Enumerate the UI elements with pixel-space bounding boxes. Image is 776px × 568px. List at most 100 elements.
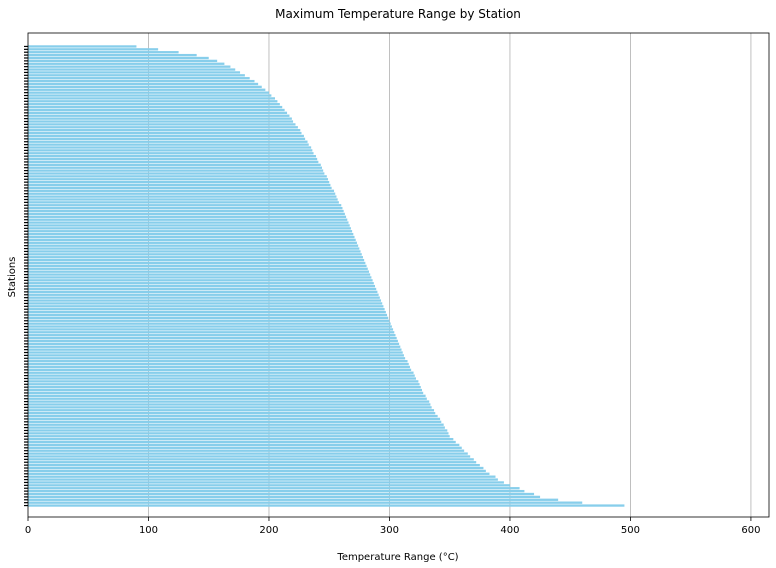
bar bbox=[28, 484, 510, 487]
bar bbox=[28, 388, 422, 392]
bar bbox=[28, 192, 336, 195]
bar bbox=[28, 172, 325, 175]
bar bbox=[28, 131, 302, 135]
bar bbox=[28, 308, 385, 311]
bar bbox=[28, 282, 374, 285]
x-ticks: 0 100 200 300 400 500 600 bbox=[25, 517, 760, 536]
bar bbox=[28, 53, 197, 57]
bar bbox=[28, 449, 465, 452]
bar bbox=[28, 290, 378, 294]
bar bbox=[28, 166, 322, 169]
bar bbox=[28, 45, 137, 48]
bar bbox=[28, 230, 353, 233]
bar bbox=[28, 258, 365, 262]
bar bbox=[28, 71, 241, 74]
bar bbox=[28, 362, 409, 366]
bar bbox=[28, 345, 401, 348]
bar bbox=[28, 489, 525, 493]
bar bbox=[28, 429, 448, 432]
bar bbox=[28, 466, 484, 470]
bar bbox=[28, 155, 316, 158]
bar bbox=[28, 414, 438, 418]
bar bbox=[28, 117, 292, 120]
bar bbox=[28, 475, 496, 478]
bar bbox=[28, 331, 395, 334]
bar bbox=[28, 267, 368, 270]
bar bbox=[28, 215, 347, 218]
bar bbox=[28, 160, 319, 164]
bar bbox=[28, 140, 308, 143]
bar bbox=[28, 103, 280, 106]
bar bbox=[28, 342, 400, 346]
bar bbox=[28, 305, 384, 308]
bar bbox=[28, 492, 535, 496]
bar bbox=[28, 481, 504, 484]
bar bbox=[28, 409, 435, 412]
bar bbox=[28, 114, 290, 117]
bar bbox=[28, 368, 412, 371]
bar bbox=[28, 120, 294, 123]
bar bbox=[28, 126, 298, 129]
bar bbox=[28, 59, 218, 63]
bar bbox=[28, 111, 288, 115]
bar bbox=[28, 227, 351, 230]
bar bbox=[28, 458, 474, 461]
axes bbox=[24, 32, 770, 518]
bar bbox=[28, 152, 314, 155]
bar bbox=[28, 501, 583, 504]
bar bbox=[28, 293, 379, 296]
bar bbox=[28, 371, 414, 374]
bar bbox=[28, 212, 345, 216]
bar bbox=[28, 328, 394, 331]
bar bbox=[28, 498, 559, 501]
bar bbox=[28, 105, 283, 109]
x-tick-label: 600 bbox=[741, 525, 760, 536]
bar bbox=[28, 123, 296, 126]
bar bbox=[28, 374, 415, 377]
plot-frame bbox=[27, 32, 770, 518]
bar bbox=[28, 264, 367, 268]
bar bbox=[28, 455, 471, 458]
bar bbox=[28, 403, 431, 406]
bar bbox=[28, 383, 420, 386]
bar bbox=[28, 163, 321, 166]
bar bbox=[28, 175, 327, 178]
bar bbox=[28, 299, 382, 302]
bar bbox=[28, 302, 383, 305]
bar bbox=[28, 62, 225, 65]
bar bbox=[28, 296, 380, 299]
bar bbox=[28, 452, 468, 455]
bar bbox=[28, 325, 392, 328]
bar bbox=[28, 48, 159, 51]
bar bbox=[28, 195, 337, 198]
x-tick-label: 100 bbox=[139, 525, 158, 536]
x-axis-label: Temperature Range (°C) bbox=[336, 552, 458, 563]
bar bbox=[28, 357, 406, 360]
bar bbox=[28, 100, 278, 103]
bar bbox=[28, 461, 477, 464]
bar bbox=[28, 146, 312, 149]
bar bbox=[28, 56, 209, 60]
bar bbox=[28, 201, 339, 204]
bar bbox=[28, 354, 404, 357]
bar bbox=[28, 247, 360, 250]
bar bbox=[28, 472, 490, 475]
bar bbox=[28, 51, 179, 54]
bar bbox=[28, 157, 318, 161]
bar bbox=[28, 198, 338, 201]
bar bbox=[28, 74, 245, 77]
bar bbox=[28, 137, 306, 140]
x-tick-label: 400 bbox=[500, 525, 519, 536]
bar bbox=[28, 420, 442, 423]
bar bbox=[28, 276, 372, 279]
bar bbox=[28, 463, 480, 467]
bar bbox=[28, 495, 541, 499]
bar bbox=[28, 316, 389, 320]
bar bbox=[28, 406, 432, 409]
bar bbox=[28, 443, 460, 447]
bar bbox=[28, 284, 376, 288]
bar bbox=[28, 232, 354, 236]
bar bbox=[28, 322, 391, 325]
bar bbox=[28, 149, 313, 152]
